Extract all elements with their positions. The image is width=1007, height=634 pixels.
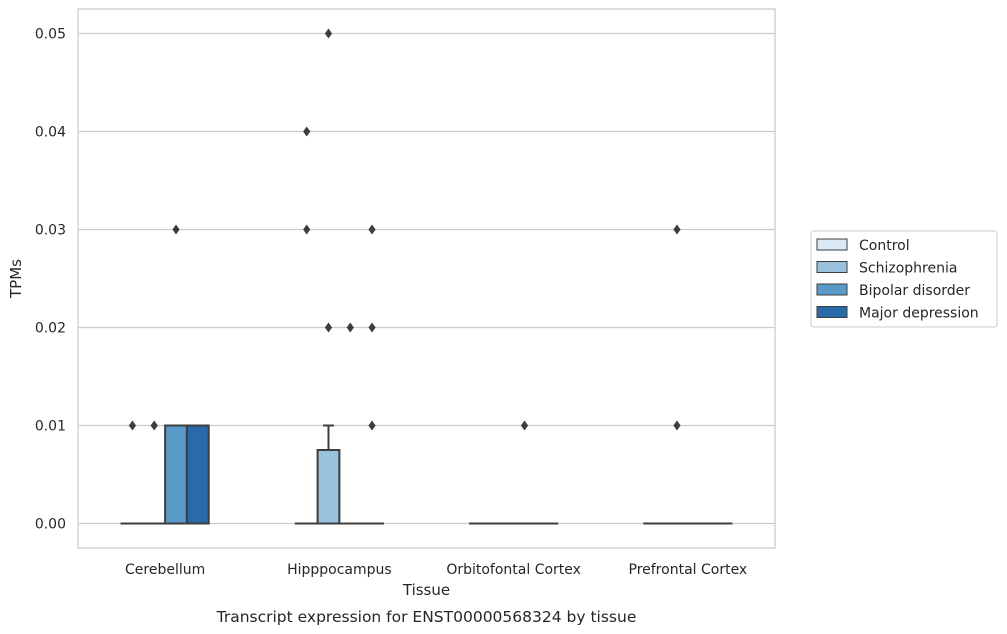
plot-frame (77, 8, 776, 549)
box-0-2 (164, 424, 188, 525)
outlier-point (150, 420, 158, 431)
outlier-point (368, 224, 376, 235)
outlier-point (324, 322, 333, 333)
x-tick-labels: Cerebellum Hipppocampus Orbitofontal Corte… (125, 562, 747, 578)
legend-swatch (816, 261, 848, 273)
legend-item: Major depression (816, 306, 979, 322)
y-tick-labels: 0.00 0.01 0.02 0.03 0.04 0.05 (35, 27, 66, 533)
box-body (164, 424, 188, 525)
outlier-point (673, 420, 681, 431)
legend-label: Schizophrenia (859, 261, 957, 277)
box-0-3 (185, 424, 210, 525)
box-body (316, 449, 341, 525)
x-tick-label: Hipppocampus (287, 562, 392, 578)
legend-label: Major depression (859, 306, 979, 322)
y-tick-label: 0.02 (35, 321, 66, 337)
outlier-point (368, 322, 376, 333)
legend-swatch (816, 238, 848, 251)
x-tick-label: Cerebellum (125, 562, 205, 578)
outlier-point (368, 420, 376, 431)
legend-label: Bipolar disorder (859, 283, 970, 299)
y-tick-label: 0.01 (35, 419, 66, 435)
x-tick-label: Orbitofontal Cortex (446, 562, 581, 578)
outlier-point (303, 126, 311, 137)
chart-caption: Transcript expression for ENST0000056832… (216, 608, 637, 626)
y-tick-label: 0.00 (35, 517, 66, 533)
y-axis-label: TPMs (7, 259, 25, 299)
legend-swatch (816, 306, 848, 318)
y-tick-label: 0.04 (35, 125, 66, 141)
legend-item: Schizophrenia (816, 261, 957, 277)
outlier-point (128, 420, 137, 431)
outlier-point (673, 224, 681, 235)
legend-label: Control (859, 238, 910, 254)
legend-item: Bipolar disorder (816, 283, 970, 299)
legend: Control Schizophrenia Bipolar disorder Majo… (810, 230, 998, 328)
y-tick-label: 0.05 (35, 27, 66, 43)
legend-item: Control (816, 238, 910, 254)
outlier-point (303, 224, 311, 235)
legend-swatch (816, 283, 848, 296)
outlier-layer (128, 28, 681, 431)
box-body (185, 424, 210, 525)
outlier-point (324, 28, 333, 39)
x-axis-label: Tissue (402, 581, 450, 599)
legend-frame (810, 230, 998, 328)
outlier-point (346, 322, 354, 333)
y-tick-label: 0.03 (35, 223, 66, 239)
x-tick-label: Prefrontal Cortex (629, 562, 748, 578)
outlier-point (520, 420, 529, 431)
outlier-point (172, 224, 180, 235)
box-1-1 (316, 424, 341, 525)
box-layer (120, 424, 733, 525)
